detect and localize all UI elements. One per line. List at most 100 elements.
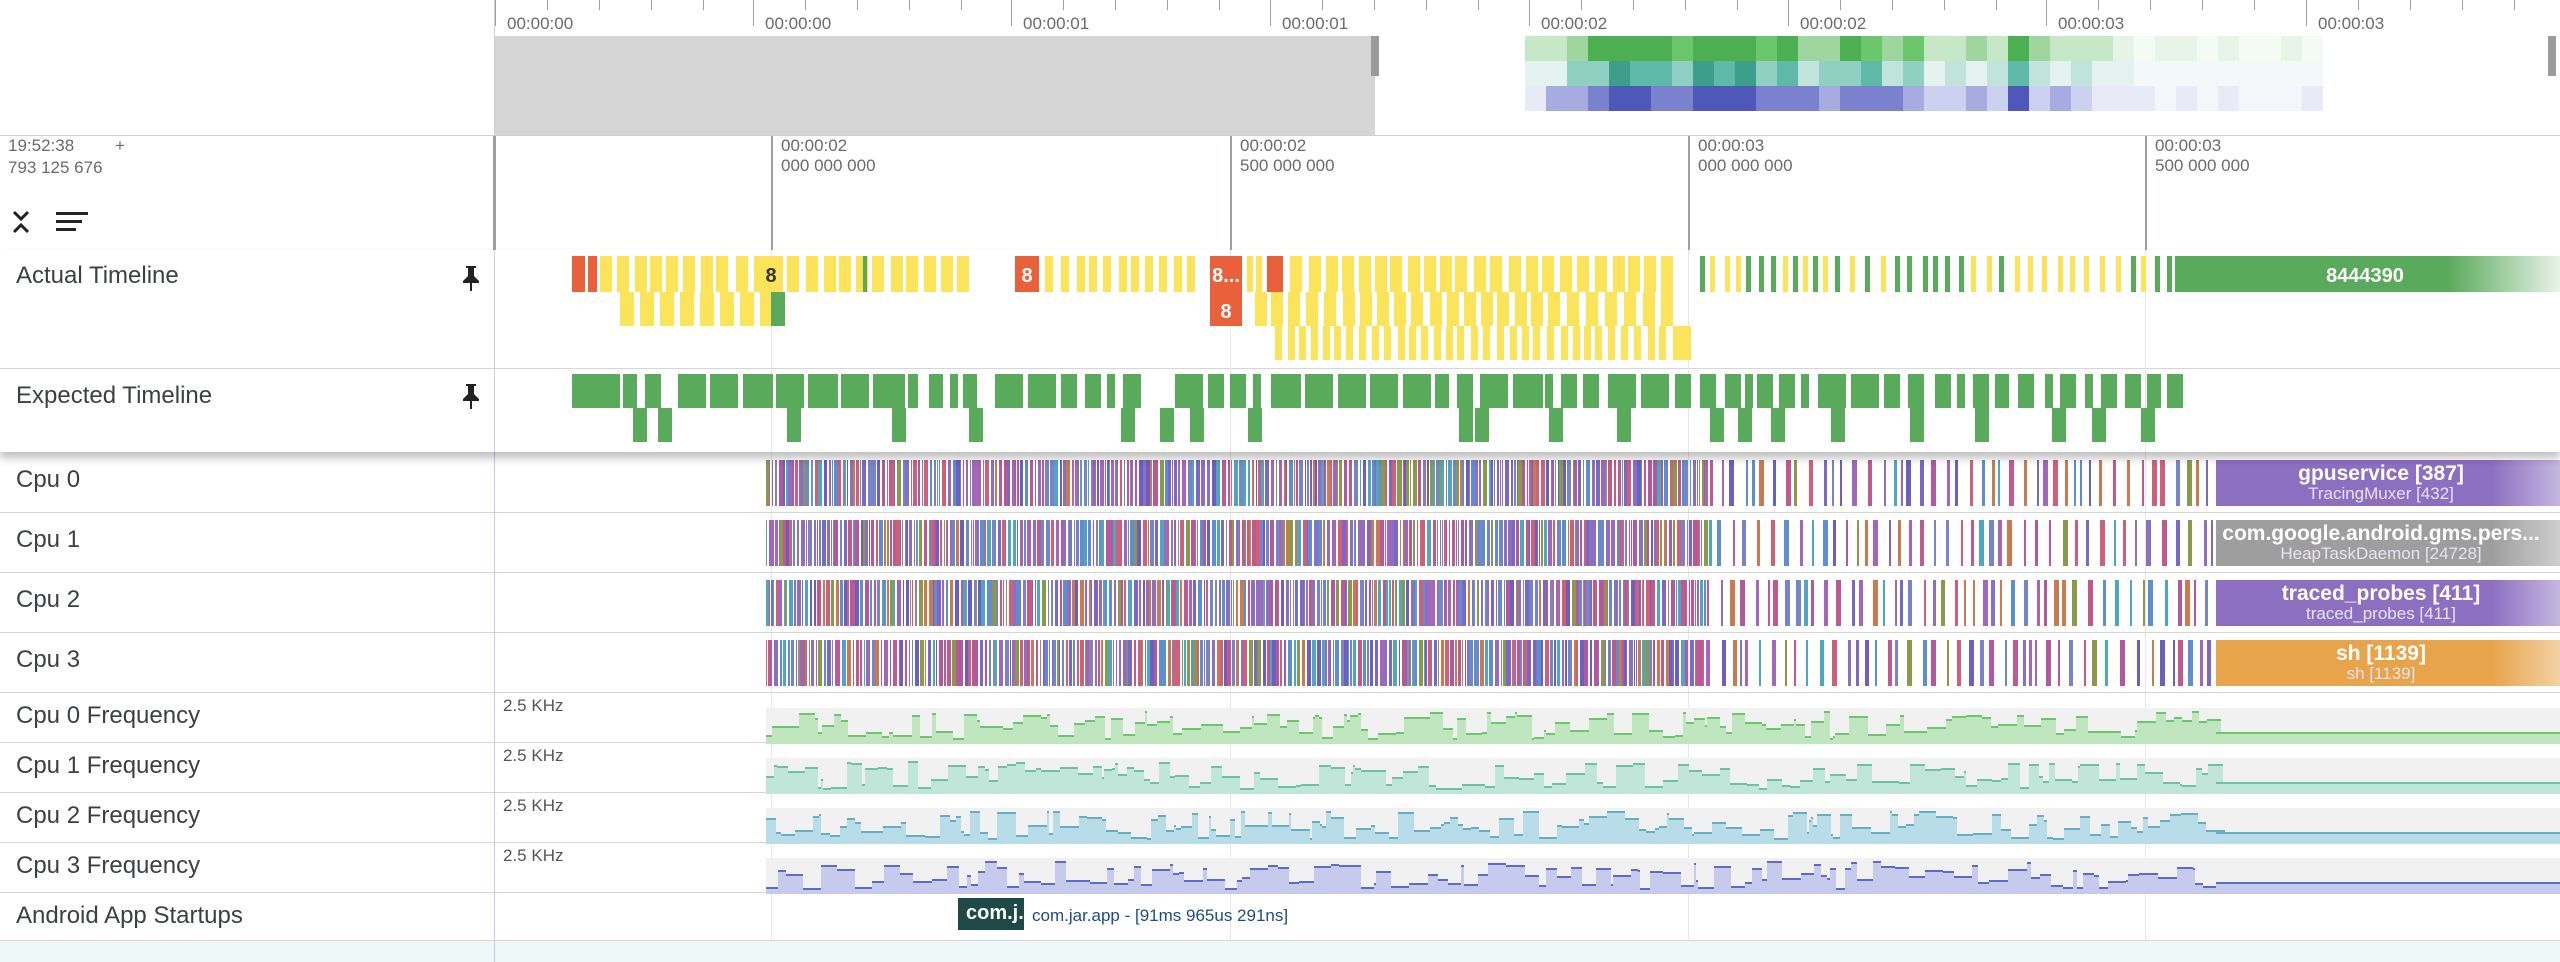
cpu-slice[interactable] bbox=[1266, 580, 1267, 626]
freq-step[interactable] bbox=[1158, 815, 1166, 844]
frame-slice[interactable] bbox=[666, 256, 678, 292]
cpu-slice[interactable] bbox=[1024, 520, 1026, 566]
cpu-slice[interactable] bbox=[1286, 460, 1287, 506]
frame-slice[interactable] bbox=[1661, 292, 1673, 326]
cpu-slice[interactable] bbox=[1446, 520, 1447, 566]
freq-step-line[interactable] bbox=[1278, 786, 1296, 788]
freq-step[interactable] bbox=[781, 834, 795, 844]
freq-step[interactable] bbox=[1603, 786, 1616, 794]
freq-step[interactable] bbox=[1157, 721, 1170, 744]
freq-step-line[interactable] bbox=[2049, 763, 2055, 765]
frame-slice[interactable] bbox=[1061, 256, 1069, 292]
cpu-slice[interactable] bbox=[1608, 640, 1609, 686]
freq-step-line[interactable] bbox=[1726, 732, 1732, 734]
freq-step[interactable] bbox=[1807, 832, 1809, 844]
heatmap-cell[interactable] bbox=[1714, 36, 1735, 61]
cpu-slice[interactable] bbox=[1496, 580, 1497, 626]
freq-step[interactable] bbox=[1016, 762, 1025, 794]
freq-step-line[interactable] bbox=[1966, 785, 1977, 787]
cpu-slice[interactable] bbox=[942, 580, 944, 626]
expected-frame[interactable] bbox=[1208, 374, 1224, 408]
freq-step-line[interactable] bbox=[1230, 819, 1235, 821]
frame-slice[interactable] bbox=[716, 256, 728, 292]
freq-step-line[interactable] bbox=[1941, 768, 1955, 770]
cpu-slice[interactable] bbox=[897, 580, 898, 626]
heatmap-cell[interactable] bbox=[2134, 86, 2155, 111]
cpu-slice[interactable] bbox=[1371, 520, 1374, 566]
freq-step-line[interactable] bbox=[795, 830, 813, 832]
cpu-slice[interactable] bbox=[1651, 520, 1653, 566]
cpu-slice[interactable] bbox=[780, 640, 782, 686]
cpu-slice[interactable] bbox=[2035, 520, 2038, 566]
freq-step[interactable] bbox=[1686, 722, 1694, 744]
cpu-slice[interactable] bbox=[1955, 460, 1958, 506]
cpu-slice[interactable] bbox=[1438, 640, 1439, 686]
freq-step[interactable] bbox=[1254, 772, 1260, 794]
cpu-slice[interactable] bbox=[2103, 580, 2106, 626]
freq-step-line[interactable] bbox=[1354, 715, 1358, 717]
cpu-slice[interactable] bbox=[1580, 640, 1584, 686]
frame-slice[interactable] bbox=[1971, 256, 1976, 292]
cpu-slice[interactable] bbox=[1568, 640, 1572, 686]
freq-step[interactable] bbox=[1777, 861, 1782, 894]
cpu-slice[interactable] bbox=[1852, 580, 1855, 626]
freq-step-line[interactable] bbox=[2216, 882, 2560, 884]
cpu-slice[interactable] bbox=[1729, 460, 1734, 506]
freq-step[interactable] bbox=[1301, 784, 1319, 794]
cpu-slice[interactable] bbox=[1027, 520, 1031, 566]
freq-step-line[interactable] bbox=[1833, 736, 1835, 738]
expected-frame[interactable] bbox=[2125, 374, 2141, 408]
freq-step[interactable] bbox=[1667, 813, 1669, 844]
freq-step-line[interactable] bbox=[1373, 770, 1386, 772]
cpu-slice[interactable] bbox=[1035, 460, 1036, 506]
freq-step[interactable] bbox=[1846, 779, 1857, 794]
cpu-slice[interactable] bbox=[1068, 520, 1069, 566]
cpu-slice[interactable] bbox=[1584, 640, 1588, 686]
freq-step[interactable] bbox=[1845, 868, 1851, 894]
cpu-slice[interactable] bbox=[1598, 640, 1599, 686]
cpu-slice[interactable] bbox=[766, 460, 769, 506]
freq-step[interactable] bbox=[1013, 722, 1023, 744]
freq-step-line[interactable] bbox=[912, 715, 920, 717]
heatmap-cell[interactable] bbox=[2008, 36, 2029, 61]
freq-step-line[interactable] bbox=[1759, 788, 1767, 790]
cpu-slice[interactable] bbox=[1697, 460, 1698, 506]
heatmap-cell[interactable] bbox=[1546, 61, 1567, 86]
freq-step[interactable] bbox=[940, 815, 950, 844]
freq-step[interactable] bbox=[1296, 785, 1301, 794]
cpu-slice[interactable] bbox=[1318, 460, 1321, 506]
frame-slice[interactable] bbox=[1377, 292, 1389, 326]
freq-step[interactable] bbox=[1852, 827, 1871, 844]
freq-step-line[interactable] bbox=[1430, 827, 1441, 829]
cpu-slice[interactable] bbox=[1599, 580, 1603, 626]
freq-step[interactable] bbox=[1639, 829, 1646, 844]
heatmap-cell[interactable] bbox=[1735, 36, 1756, 61]
freq-step[interactable] bbox=[1216, 835, 1230, 844]
cpu-slice[interactable] bbox=[1349, 460, 1352, 506]
cpu-slice[interactable] bbox=[915, 640, 919, 686]
expected-frame[interactable] bbox=[1480, 374, 1508, 408]
frame-slice[interactable] bbox=[2131, 256, 2136, 292]
cpu-slice[interactable] bbox=[1384, 640, 1387, 686]
cpu-slice[interactable] bbox=[824, 640, 826, 686]
cpu-slice[interactable] bbox=[993, 640, 994, 686]
heatmap-cell[interactable] bbox=[2155, 36, 2176, 61]
cpu-slice[interactable] bbox=[783, 460, 785, 506]
freq-step-line[interactable] bbox=[1145, 711, 1147, 713]
freq-step[interactable] bbox=[1589, 816, 1607, 844]
freq-step-line[interactable] bbox=[1811, 721, 1824, 723]
freq-step[interactable] bbox=[2051, 885, 2063, 894]
cpu-slice[interactable] bbox=[1003, 580, 1004, 626]
cpu-slice[interactable] bbox=[1293, 580, 1294, 626]
cpu-slice[interactable] bbox=[2135, 520, 2137, 566]
cpu-slice[interactable] bbox=[1481, 580, 1483, 626]
cpu-slice[interactable] bbox=[1998, 520, 2002, 566]
freq-step-line[interactable] bbox=[1016, 762, 1025, 764]
cpu-slice[interactable] bbox=[2152, 460, 2157, 506]
cpu-slice[interactable] bbox=[1635, 580, 1639, 626]
freq-step-line[interactable] bbox=[1633, 763, 1645, 765]
cpu-slice[interactable] bbox=[1412, 640, 1414, 686]
freq-step[interactable] bbox=[1767, 779, 1782, 794]
freq-step-line[interactable] bbox=[1289, 882, 1299, 884]
